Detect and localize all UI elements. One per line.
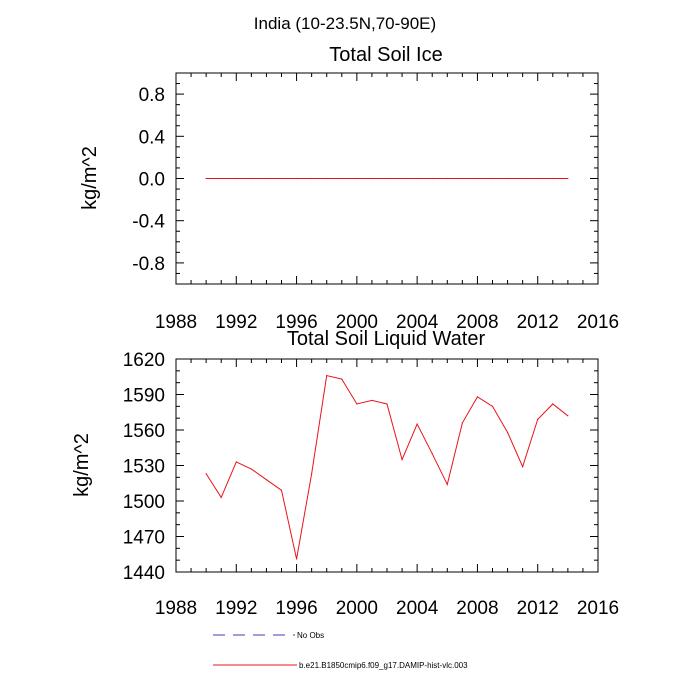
- panel-title: Total Soil Liquid Water: [287, 328, 486, 350]
- data-point: [461, 177, 463, 180]
- series-line: [205, 374, 569, 560]
- data-point: [461, 422, 463, 424]
- data-point: [552, 177, 554, 180]
- data-point: [295, 558, 298, 560]
- data-point: [326, 374, 328, 377]
- data-point: [356, 177, 358, 180]
- y-tick-label: 0.8: [139, 85, 165, 106]
- legend-label-no-obs: No Obs: [297, 631, 324, 640]
- data-point: [416, 177, 418, 180]
- data-point: [326, 177, 328, 180]
- data-point: [386, 177, 388, 180]
- data-point: [235, 177, 237, 180]
- data-point: [446, 483, 448, 486]
- y-tick-label: 1500: [123, 492, 165, 513]
- data-point: [311, 177, 313, 180]
- data-point: [476, 396, 479, 398]
- data-point: [506, 177, 509, 180]
- panel-total-soil-ice: Total Soil Ice kg/m^2 1988 1992 1996 2000 20…: [79, 44, 619, 333]
- data-point: [491, 405, 494, 407]
- y-tick-label: -0.4: [132, 212, 165, 233]
- data-point: [205, 473, 207, 475]
- legend: No Obs b.e21.B1850cmip6.f09_g17.DAMIP-hi…: [213, 631, 468, 670]
- x-tick-label: 2008: [456, 598, 498, 619]
- plot-frame: [175, 358, 599, 573]
- x-tick-label: 2000: [336, 598, 378, 619]
- y-tick-label: 1440: [123, 563, 165, 584]
- data-point: [431, 177, 433, 180]
- panel-title: Total Soil Ice: [329, 44, 442, 66]
- data-point: [446, 177, 448, 180]
- data-point: [552, 403, 554, 405]
- y-tick-label: 1530: [123, 457, 165, 478]
- y-tick-label: 1560: [123, 421, 165, 442]
- data-point: [522, 466, 524, 468]
- y-axis-label: kg/m^2: [71, 433, 93, 497]
- x-tick-label: 2000: [336, 312, 378, 333]
- y-axis-label: kg/m^2: [79, 146, 101, 210]
- y-tick-label: 0.0: [139, 170, 165, 191]
- data-point: [416, 423, 418, 425]
- y-tick-label: 1620: [123, 350, 165, 371]
- x-tick-label: 1996: [275, 312, 317, 333]
- data-point: [356, 403, 358, 405]
- data-point: [280, 177, 283, 180]
- data-point: [386, 403, 388, 405]
- data-point: [371, 177, 373, 180]
- data-point: [295, 177, 298, 180]
- data-point: [220, 177, 222, 180]
- data-point: [537, 177, 539, 180]
- data-point: [235, 461, 237, 463]
- x-tick-label: 1988: [155, 598, 197, 619]
- data-point: [522, 177, 524, 180]
- data-point: [341, 177, 343, 180]
- data-point: [491, 177, 494, 180]
- x-tick-label: 1992: [215, 598, 257, 619]
- data-point: [265, 479, 268, 481]
- data-point: [341, 378, 343, 380]
- data-point: [280, 489, 283, 491]
- data-point: [567, 177, 569, 180]
- data-point: [371, 399, 373, 402]
- x-tick-label: 2012: [517, 312, 559, 333]
- figure-title: India (10-23.5N,70-90E): [254, 14, 436, 33]
- x-tick-label: 2004: [396, 312, 439, 333]
- data-point: [265, 177, 268, 180]
- panel-total-soil-liquid-water: Total Soil Liquid Water kg/m^2 1988 1992 1…: [71, 328, 619, 619]
- data-point: [250, 177, 252, 180]
- x-tick-label: 1996: [275, 598, 317, 619]
- data-point: [220, 496, 222, 499]
- data-point: [431, 453, 433, 455]
- data-point: [311, 473, 313, 475]
- y-tick-label: 1590: [123, 386, 165, 407]
- y-tick-label: -0.8: [132, 254, 165, 275]
- data-point: [205, 177, 207, 180]
- legend-label-model: b.e21.B1850cmip6.f09_g17.DAMIP-hist-vlc.…: [299, 661, 468, 670]
- data-point: [401, 458, 403, 461]
- data-point: [250, 468, 252, 470]
- x-tick-label: 2008: [456, 312, 498, 333]
- x-tick-label: 1988: [155, 312, 197, 333]
- x-tick-label: 2016: [577, 312, 619, 333]
- data-point: [476, 177, 479, 180]
- x-tick-label: 2016: [577, 598, 619, 619]
- x-tick-label: 2012: [517, 598, 559, 619]
- y-tick-label: 0.4: [139, 127, 166, 148]
- data-point: [506, 431, 509, 433]
- data-point: [567, 415, 569, 417]
- data-point: [537, 418, 539, 420]
- x-tick-label: 2004: [396, 598, 439, 619]
- data-point: [401, 177, 403, 180]
- y-tick-label: 1470: [123, 528, 165, 549]
- x-tick-label: 1992: [215, 312, 257, 333]
